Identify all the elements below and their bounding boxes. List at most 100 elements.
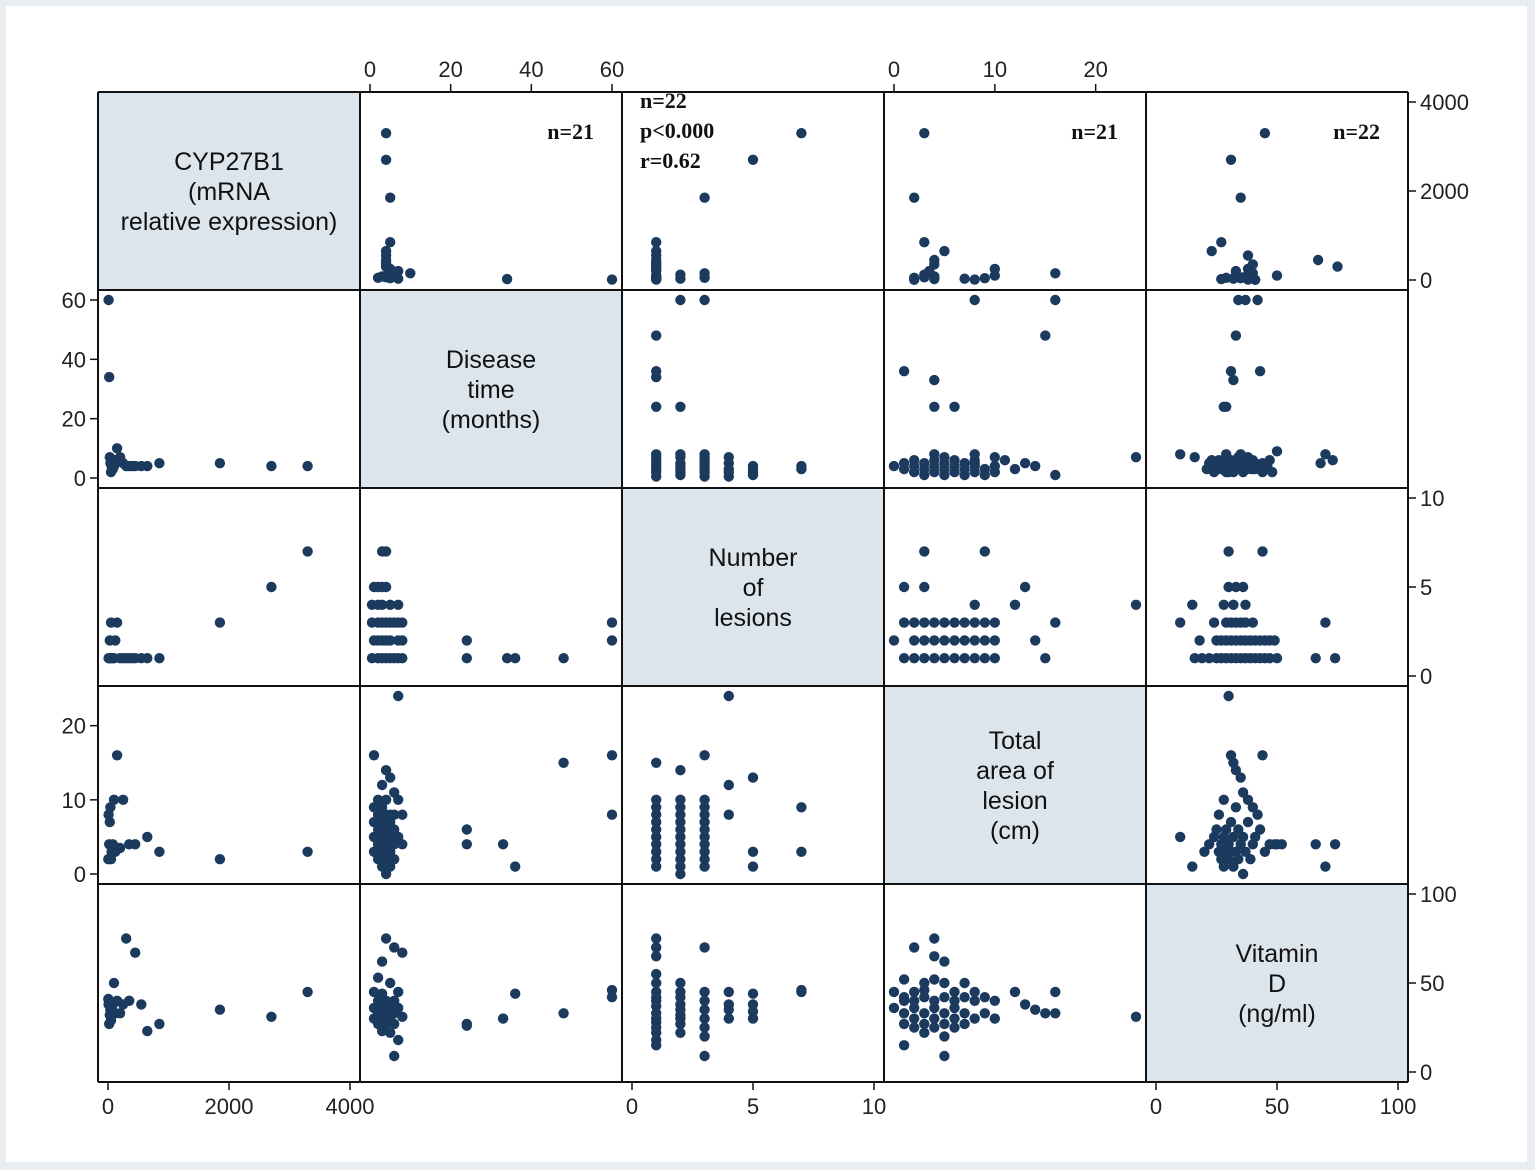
- data-point-vitd-vs-area: [919, 992, 930, 1003]
- data-point-time-vs-lesions: [723, 452, 734, 463]
- data-point-cyp-vs-vitd: [1206, 245, 1217, 257]
- data-point-cyp-vs-vitd: [1235, 192, 1246, 203]
- data-point-vitd-vs-area: [898, 1040, 910, 1051]
- data-point-cyp-vs-vitd: [1242, 250, 1254, 261]
- data-point-area-vs-vitd: [1242, 794, 1254, 805]
- data-point-lesions-vs-area: [919, 653, 930, 664]
- data-point-area-vs-lesions: [675, 816, 686, 828]
- x-tick-label-vitd: 0: [1150, 1094, 1162, 1119]
- data-point-vitd-vs-lesions: [699, 986, 710, 998]
- data-point-vitd-vs-area: [949, 1022, 960, 1033]
- data-point-vitd-vs-lesions: [723, 1013, 734, 1024]
- data-point-vitd-vs-time: [397, 947, 408, 958]
- data-point-area-vs-vitd: [1175, 831, 1186, 843]
- data-point-area-vs-lesions: [651, 816, 662, 828]
- data-point-vitd-vs-lesions: [651, 1040, 662, 1051]
- data-point-cyp-vs-time: [606, 274, 618, 285]
- data-point-area-vs-vitd: [1187, 861, 1198, 872]
- data-point-lesions-vs-area: [949, 617, 960, 628]
- data-point-lesions-vs-area: [1130, 599, 1142, 610]
- data-point-time-vs-area: [909, 455, 920, 466]
- y-tick-label-area: 20: [62, 714, 86, 739]
- variable-label-cyp: relative expression): [121, 208, 338, 236]
- data-point-lesions-vs-time: [385, 599, 396, 610]
- annotation-text: r=0.62: [640, 148, 701, 173]
- data-point-area-vs-time: [461, 839, 472, 850]
- data-point-lesions-vs-time: [397, 617, 408, 628]
- data-point-lesions-vs-cyp: [154, 653, 165, 664]
- data-point-area-vs-cyp: [117, 794, 129, 805]
- data-point-area-vs-lesions: [651, 839, 662, 850]
- data-point-area-vs-time: [397, 839, 408, 850]
- data-point-area-vs-vitd: [1230, 765, 1242, 776]
- data-point-vitd-vs-area: [949, 1002, 960, 1014]
- data-point-area-vs-lesions: [651, 809, 662, 820]
- data-point-vitd-vs-area: [929, 1002, 940, 1014]
- data-point-vitd-vs-lesions: [675, 977, 686, 989]
- data-point-vitd-vs-time: [397, 1011, 408, 1022]
- data-point-vitd-vs-area: [909, 1002, 920, 1014]
- data-point-lesions-vs-time: [385, 635, 396, 646]
- data-point-lesions-vs-area: [989, 653, 1000, 664]
- data-point-area-vs-vitd: [1245, 854, 1256, 865]
- data-point-time-vs-area: [1050, 469, 1061, 481]
- data-point-area-vs-lesions: [699, 824, 710, 835]
- data-point-lesions-vs-vitd: [1175, 617, 1186, 628]
- data-point-lesions-vs-time: [510, 653, 521, 664]
- data-point-area-vs-time: [376, 779, 388, 791]
- data-point-area-vs-vitd: [1204, 839, 1215, 850]
- data-point-area-vs-cyp: [103, 854, 114, 865]
- data-point-area-vs-vitd: [1242, 816, 1254, 828]
- data-point-area-vs-cyp: [111, 750, 123, 761]
- y-tick-label-vitd: 50: [1420, 971, 1444, 996]
- data-point-time-vs-cyp: [302, 460, 313, 472]
- data-point-area-vs-time: [497, 839, 509, 850]
- data-point-vitd-vs-time: [510, 988, 521, 999]
- data-point-time-vs-area: [989, 460, 1000, 472]
- y-tick-label-cyp: 4000: [1420, 90, 1469, 115]
- data-point-vitd-vs-lesions: [796, 986, 807, 998]
- variable-label-time: (months): [442, 406, 541, 434]
- data-point-lesions-vs-area: [969, 635, 980, 646]
- data-point-cyp-vs-area: [919, 237, 930, 248]
- x-tick-label-cyp: 0: [102, 1094, 114, 1119]
- data-point-vitd-vs-area: [939, 956, 950, 967]
- data-point-area-vs-vitd: [1252, 809, 1263, 820]
- data-point-area-vs-lesions: [675, 868, 686, 880]
- data-point-area-vs-cyp: [124, 839, 135, 850]
- data-point-time-vs-vitd: [1320, 449, 1331, 460]
- data-point-cyp-vs-vitd: [1225, 154, 1237, 165]
- data-point-vitd-vs-area: [939, 1031, 950, 1042]
- data-point-lesions-vs-area: [898, 617, 910, 628]
- data-point-area-vs-vitd: [1259, 846, 1271, 857]
- data-point-lesions-vs-area: [1030, 635, 1041, 646]
- data-point-time-vs-lesions: [675, 294, 686, 306]
- data-point-area-vs-lesions: [747, 772, 759, 783]
- data-point-area-vs-time: [385, 772, 396, 783]
- data-point-area-vs-lesions: [675, 854, 686, 865]
- data-point-vitd-vs-lesions: [699, 1004, 710, 1015]
- data-point-vitd-vs-cyp: [108, 977, 120, 989]
- data-point-area-vs-vitd: [1228, 831, 1239, 843]
- data-point-time-vs-vitd: [1221, 449, 1232, 460]
- data-point-vitd-vs-area: [1050, 1008, 1061, 1019]
- data-point-area-vs-lesions: [796, 802, 807, 813]
- data-point-area-vs-lesions: [699, 809, 710, 820]
- data-point-time-vs-lesions: [675, 449, 686, 460]
- data-point-area-vs-vitd: [1329, 839, 1341, 850]
- data-point-lesions-vs-area: [898, 581, 910, 593]
- data-point-lesions-vs-vitd: [1218, 599, 1230, 610]
- variable-label-area: Total: [989, 727, 1042, 755]
- data-point-lesions-vs-time: [501, 653, 513, 664]
- data-point-time-vs-area: [888, 460, 900, 472]
- data-point-time-vs-area: [929, 401, 940, 412]
- data-point-cyp-vs-vitd: [1332, 261, 1343, 272]
- data-point-time-vs-lesions: [651, 330, 662, 341]
- data-point-vitd-vs-area: [929, 974, 940, 985]
- y-tick-label-cyp: 0: [1420, 268, 1432, 293]
- data-point-vitd-vs-time: [380, 933, 392, 944]
- data-point-vitd-vs-lesions: [699, 995, 710, 1006]
- data-point-cyp-vs-area: [979, 273, 990, 284]
- data-point-lesions-vs-area: [909, 617, 920, 628]
- data-point-cyp-vs-area: [909, 192, 920, 203]
